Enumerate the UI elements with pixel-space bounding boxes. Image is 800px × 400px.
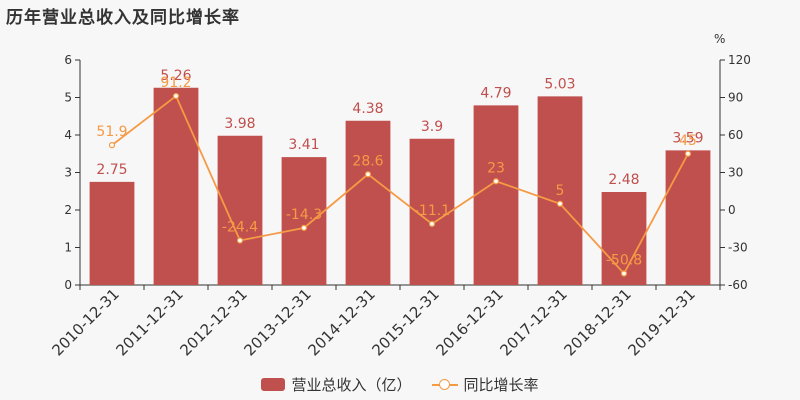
bar	[345, 120, 391, 285]
left-tick-label: 2	[64, 203, 72, 217]
right-tick-label: 90	[728, 91, 743, 105]
growth-point	[556, 200, 564, 207]
bar	[473, 105, 519, 285]
right-tick-label: -60	[728, 278, 748, 292]
bar	[153, 87, 199, 285]
bar-value-label: 2.48	[608, 172, 639, 188]
growth-value-label: 23	[487, 160, 505, 176]
left-tick-label: 6	[64, 53, 72, 67]
chart-title: 历年营业总收入及同比增长率	[6, 8, 240, 28]
growth-value-label: -11.1	[414, 203, 450, 219]
bar-value-label: 2.75	[96, 162, 127, 178]
right-axis-unit: %	[714, 32, 725, 46]
bar-value-label: 4.38	[352, 101, 383, 117]
growth-point	[428, 220, 436, 227]
legend-label-revenue: 营业总收入（亿）	[291, 376, 412, 394]
legend-line-swatch	[431, 378, 458, 392]
growth-value-label: -24.4	[222, 220, 258, 236]
right-tick-label: 0	[728, 203, 736, 217]
legend-item-growth[interactable]: 同比增长率	[431, 374, 539, 395]
x-tick-label: 2019-12-31	[624, 285, 698, 359]
growth-value-label: 91.2	[160, 75, 191, 91]
growth-value-label: 51.9	[96, 124, 127, 140]
growth-value-label: -50.8	[606, 253, 642, 269]
x-tick-label: 2018-12-31	[560, 285, 634, 359]
left-tick-label: 4	[64, 128, 72, 142]
x-tick-label: 2014-12-31	[304, 285, 378, 359]
bar-value-label: 4.79	[480, 85, 511, 101]
legend-item-revenue[interactable]: 营业总收入（亿）	[261, 374, 412, 395]
bar-value-label: 3.59	[672, 130, 703, 146]
right-tick-label: -30	[728, 241, 748, 255]
right-tick-label: 30	[728, 166, 743, 180]
bar-value-label: 5.26	[160, 68, 191, 84]
growth-value-label: 45	[679, 133, 697, 149]
bar	[601, 192, 647, 285]
growth-point	[108, 142, 116, 149]
x-tick-label: 2016-12-31	[432, 285, 506, 359]
left-tick-label: 5	[64, 91, 72, 105]
x-tick-label: 2011-12-31	[112, 285, 186, 359]
x-tick-label: 2017-12-31	[496, 285, 570, 359]
growth-point	[620, 270, 628, 277]
bar-value-label: 3.98	[224, 116, 255, 132]
x-tick-label: 2013-12-31	[240, 285, 314, 359]
growth-point	[300, 224, 308, 231]
x-tick-label: 2010-12-31	[48, 285, 122, 359]
right-tick-label: 120	[728, 53, 751, 67]
bar	[537, 96, 583, 285]
left-tick-label: 1	[64, 241, 72, 255]
growth-value-label: -14.3	[286, 207, 322, 223]
right-tick-label: 60	[728, 128, 743, 142]
bar	[665, 150, 711, 285]
growth-point	[236, 237, 244, 244]
bar	[89, 181, 135, 285]
growth-value-label: 28.6	[352, 153, 383, 169]
growth-point	[172, 92, 180, 100]
left-tick-label: 0	[64, 278, 72, 292]
growth-line	[111, 94, 689, 276]
growth-value-label: 5	[556, 183, 565, 199]
growth-point	[364, 171, 372, 178]
x-tick-label: 2012-12-31	[176, 285, 250, 359]
growth-point	[684, 150, 692, 157]
legend-label-growth: 同比增长率	[463, 376, 539, 394]
bar-value-label: 5.03	[544, 76, 575, 92]
left-tick-label: 3	[64, 166, 72, 180]
bar	[217, 135, 263, 285]
bar-value-label: 3.9	[421, 119, 443, 135]
legend-bar-swatch	[261, 378, 286, 391]
growth-point	[492, 178, 500, 185]
legend: 营业总收入（亿） 同比增长率	[0, 374, 800, 395]
bar	[281, 157, 327, 285]
x-tick-label: 2015-12-31	[368, 285, 442, 359]
bar-value-label: 3.41	[288, 137, 319, 153]
